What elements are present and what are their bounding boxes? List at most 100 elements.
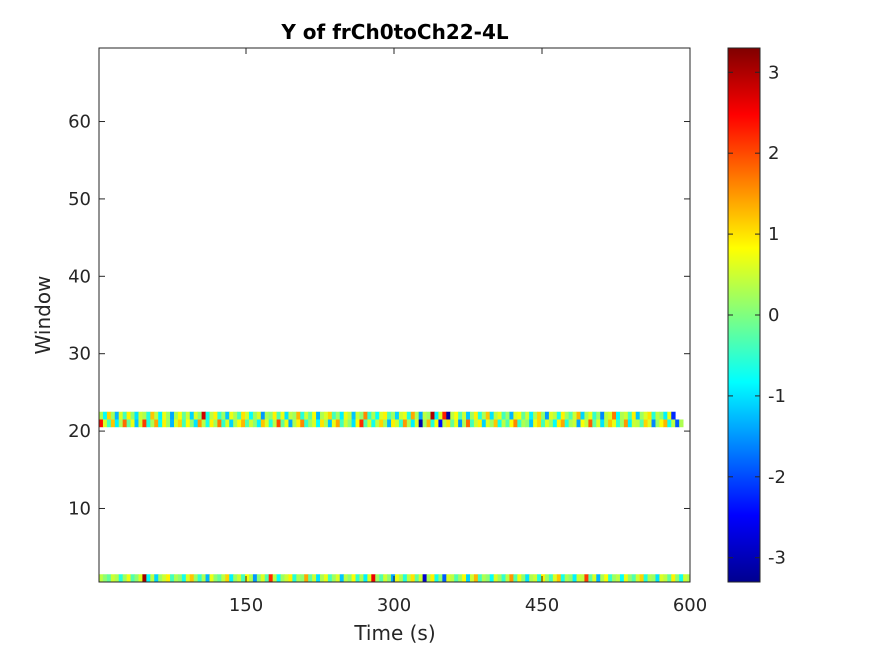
heatmap-cell	[170, 411, 175, 420]
heatmap-cell	[663, 411, 668, 420]
heatmap-cell	[312, 419, 317, 428]
y-axis-label: Window	[31, 276, 55, 355]
heatmap-cell	[493, 411, 499, 420]
heatmap-cell	[284, 411, 289, 420]
heatmap-cell	[106, 419, 112, 428]
heatmap-cell	[339, 419, 345, 428]
heatmap-cell	[110, 419, 116, 428]
heatmap-cell	[391, 574, 396, 582]
heatmap-cell	[296, 419, 301, 428]
heatmap-cell	[462, 411, 467, 420]
y-tick-label: 10	[68, 498, 91, 519]
heatmap-cell	[316, 411, 321, 420]
heatmap-cell	[529, 574, 534, 582]
heatmap-cell	[327, 574, 333, 582]
heatmap-cell	[375, 419, 380, 428]
heatmap-cell	[426, 419, 431, 428]
heatmap-cell	[537, 419, 542, 428]
heatmap-cell	[99, 574, 104, 582]
heatmap-cell	[659, 574, 664, 582]
heatmap-cell	[241, 574, 246, 582]
heatmap-cell	[556, 411, 562, 420]
heatmap-cell	[533, 574, 538, 582]
heatmap-cell	[639, 574, 645, 582]
heatmap-cell	[268, 574, 274, 582]
heatmap-cell	[446, 419, 451, 428]
heatmap-cell	[576, 411, 581, 420]
heatmap-cell	[402, 574, 408, 582]
heatmap-cell	[612, 411, 617, 420]
heatmap-cell	[430, 411, 435, 420]
heatmap-cell	[209, 419, 214, 428]
heatmap-cell	[99, 419, 104, 428]
heatmap-cell	[477, 419, 483, 428]
heatmap-cell	[489, 419, 495, 428]
heatmap-cell	[548, 419, 554, 428]
heatmap-cell	[387, 574, 392, 582]
heatmap-cell	[225, 419, 230, 428]
heatmap-cell	[505, 419, 510, 428]
heatmap-cell	[418, 574, 424, 582]
y-tick-label: 50	[68, 189, 91, 210]
heatmap-cell	[237, 411, 242, 420]
heatmap-cell	[134, 574, 139, 582]
heatmap-cell	[422, 574, 427, 582]
heatmap-cell	[347, 419, 352, 428]
heatmap-cell	[663, 419, 668, 428]
heatmap-cell	[316, 574, 321, 582]
heatmap-cell	[252, 411, 258, 420]
heatmap-cell	[197, 411, 203, 420]
heatmap-cell	[296, 574, 301, 582]
heatmap-cell	[146, 419, 151, 428]
heatmap-cell	[592, 574, 597, 582]
heatmap-cell	[371, 411, 376, 420]
heatmap-cell	[162, 419, 167, 428]
heatmap-cell	[671, 574, 676, 582]
heatmap-cell	[260, 419, 266, 428]
heatmap-cell	[619, 419, 625, 428]
heatmap-cell	[564, 419, 570, 428]
heatmap-cell	[501, 411, 506, 420]
heatmap-cell	[442, 411, 447, 420]
heatmap-cell	[422, 411, 427, 420]
heatmap-cell	[363, 419, 368, 428]
heatmap-cell	[391, 411, 396, 420]
heatmap-cell	[612, 574, 617, 582]
heatmap-cell	[252, 419, 258, 428]
y-tick-label: 60	[68, 112, 91, 133]
heatmap-cell	[568, 574, 573, 582]
heatmap-cell	[323, 419, 329, 428]
heatmap-cell	[118, 419, 124, 428]
heatmap-cell	[616, 574, 621, 582]
heatmap-cell	[541, 411, 546, 420]
heatmap-cell	[533, 419, 538, 428]
heatmap-cell	[406, 574, 412, 582]
heatmap-cell	[217, 411, 222, 420]
heatmap-cell	[379, 419, 384, 428]
heatmap-cell	[564, 574, 570, 582]
heatmap-cell	[320, 411, 325, 420]
heatmap-cell	[679, 574, 684, 582]
heatmap-cell	[513, 574, 518, 582]
heatmap-cell	[402, 419, 408, 428]
heatmap-cell	[513, 419, 518, 428]
heatmap-cell	[548, 574, 554, 582]
heatmap-cell	[241, 419, 246, 428]
heatmap-cell	[687, 574, 691, 582]
heatmap-cell	[616, 411, 621, 420]
colorbar-tick-label: -1	[768, 386, 786, 407]
y-axis-ticks: 10 20 30 40 50 60	[68, 112, 690, 519]
heatmap-cell	[596, 411, 601, 420]
heatmap-cell	[588, 574, 593, 582]
heatmap-cell	[245, 411, 250, 420]
y-tick-label: 20	[68, 421, 91, 442]
plot-area: 150 300 450 600 10 20 30 40 50 60	[68, 47, 707, 616]
heatmap-cell	[99, 411, 104, 420]
heatmap-cell	[118, 574, 124, 582]
heatmap-cell	[272, 411, 277, 420]
heatmap-cell	[138, 419, 143, 428]
heatmap-cell	[383, 574, 388, 582]
heatmap-cell	[185, 574, 191, 582]
heatmap-cell	[292, 419, 297, 428]
heatmap-cell	[351, 411, 356, 420]
